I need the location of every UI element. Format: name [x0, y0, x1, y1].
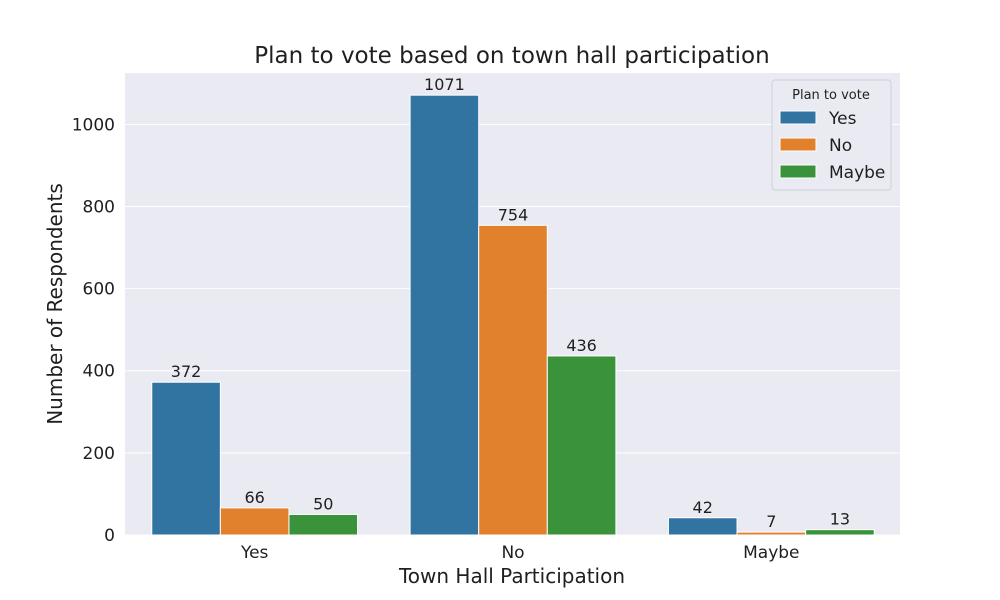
y-tick-label: 0: [104, 526, 115, 546]
y-axis-ticks: 0 200 400 600 800 1000: [72, 115, 115, 546]
bar-value-label: 42: [693, 498, 713, 517]
bar-value-label: 7: [766, 512, 776, 531]
legend-label-yes: Yes: [828, 109, 857, 129]
bar-no-maybe: [546, 355, 617, 536]
bar-yes-no: [219, 507, 290, 536]
bar-yes-yes: [151, 381, 221, 536]
legend: Plan to vote Yes No Maybe: [771, 79, 892, 191]
legend-items: Yes No Maybe: [779, 109, 885, 183]
bar-maybe-maybe: [805, 529, 875, 536]
value-labels: 372 66 50 1071 754 436 42 7 13: [171, 75, 850, 531]
x-axis-label: Town Hall Participation: [398, 564, 625, 588]
bar-value-label: 372: [171, 362, 202, 381]
y-tick-label: 800: [83, 197, 115, 217]
x-tick-label: Maybe: [743, 543, 799, 563]
bar-value-label: 436: [566, 336, 597, 355]
y-tick-label: 200: [83, 444, 115, 464]
bars: [151, 94, 875, 536]
bar-no-yes: [409, 94, 480, 536]
bar-value-label: 50: [313, 494, 333, 513]
chart-title: Plan to vote based on town hall particip…: [254, 43, 769, 69]
y-axis-label: Number of Respondents: [43, 183, 67, 425]
bar-value-label: 13: [830, 510, 850, 529]
x-tick-label: Yes: [240, 543, 269, 563]
legend-swatch-maybe: [779, 164, 817, 179]
legend-title: Plan to vote: [792, 88, 870, 103]
y-tick-label: 1000: [72, 115, 115, 135]
bar-value-label: 66: [244, 488, 264, 507]
bar-no-no: [478, 224, 548, 536]
bar-value-label: 1071: [424, 75, 465, 94]
y-tick-label: 600: [83, 280, 115, 300]
y-tick-label: 400: [83, 362, 115, 382]
legend-swatch-no: [779, 137, 817, 152]
bar-maybe-yes: [667, 517, 738, 536]
legend-swatch-yes: [779, 110, 817, 125]
legend-frame: [771, 79, 892, 191]
legend-label-no: No: [829, 136, 852, 156]
x-axis-ticks: Yes No Maybe: [240, 543, 800, 563]
bar-maybe-no: [736, 531, 807, 536]
x-tick-label: No: [501, 543, 524, 563]
legend-label-maybe: Maybe: [829, 163, 885, 183]
bar-yes-maybe: [288, 513, 359, 536]
bar-value-label: 754: [498, 205, 529, 224]
